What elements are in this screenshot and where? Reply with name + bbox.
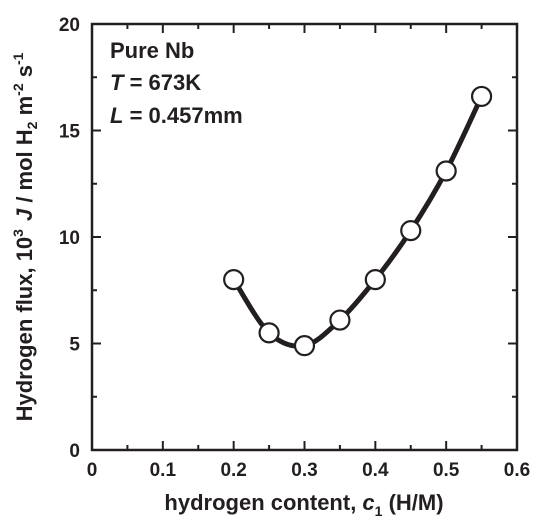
y-tick-label: 15: [59, 122, 81, 143]
thickness-value: = 0.457mm: [123, 103, 242, 128]
data-point-marker: [400, 220, 422, 242]
x-tick-label: 0.5: [433, 460, 460, 481]
data-points: [223, 85, 493, 357]
y-axis-var: J: [12, 208, 37, 221]
y-tick-label: 5: [69, 335, 80, 356]
y-axis-title-main: Hydrogen flux, 10: [12, 237, 37, 422]
data-point-marker: [364, 269, 386, 291]
x-axis-var-sub: 1: [375, 503, 383, 519]
data-point-marker: [293, 335, 316, 357]
annotation-thickness: L = 0.457mm: [110, 103, 243, 128]
x-tick-label: 0: [87, 460, 98, 481]
y-axis-s: s: [12, 65, 37, 83]
data-point-marker: [470, 85, 493, 108]
y-tick-label: 10: [59, 228, 80, 249]
data-point-marker: [329, 309, 351, 331]
y-axis-s-sup: -1: [10, 52, 26, 65]
x-tick-label: 0.1: [150, 460, 177, 481]
tick-labels: 0 0.1 0.2 0.3 0.4 0.5 0.6 0 5 10 15 20: [59, 15, 530, 481]
y-tick-label: 0: [69, 441, 80, 462]
annotation-temperature: T = 673K: [110, 70, 201, 95]
y-axis-h-sub: 2: [24, 121, 40, 129]
y-axis-unit: / mol H: [12, 129, 37, 208]
axis-ticks: [91, 23, 518, 451]
x-tick-label: 0.3: [291, 460, 317, 481]
data-point-marker: [435, 160, 457, 182]
x-axis-title-main: hydrogen content,: [164, 490, 362, 515]
temperature-value: = 673K: [123, 70, 201, 95]
data-point-marker: [223, 269, 245, 291]
y-axis-m: m: [12, 96, 37, 122]
annotation-block: Pure Nb T = 673K L = 0.457mm: [110, 38, 243, 128]
x-tick-label: 0.4: [362, 460, 389, 481]
y-axis-title: Hydrogen flux, 103 J / mol H2 m-2 s-1: [10, 52, 40, 421]
y-axis-exp: 3: [10, 229, 26, 237]
x-axis-var: c: [362, 490, 374, 515]
x-axis-title: hydrogen content, c1 (H/M): [164, 490, 443, 519]
fit-curve: [231, 93, 485, 349]
x-axis-unit: (H/M): [382, 490, 443, 515]
annotation-material: Pure Nb: [110, 38, 194, 63]
data-point-marker: [258, 322, 280, 344]
temperature-symbol: T: [110, 70, 125, 95]
x-tick-label: 0.6: [504, 460, 530, 481]
y-axis-m-sup: -2: [10, 83, 26, 96]
thickness-symbol: L: [110, 103, 123, 128]
x-tick-label: 0.2: [220, 460, 246, 481]
y-tick-label: 20: [59, 15, 80, 36]
